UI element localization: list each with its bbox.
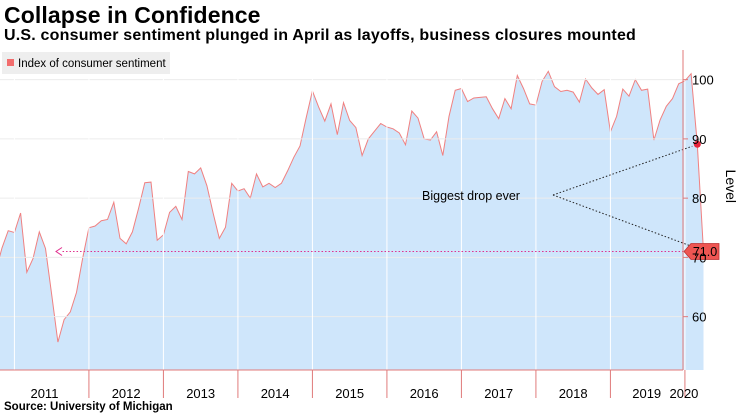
annotation-biggest-drop: Biggest drop ever (422, 189, 520, 203)
x-tick-label-2011: 2011 (30, 386, 58, 400)
x-tick-label-2012: 2012 (112, 386, 141, 400)
series-area (0, 71, 704, 370)
x-tick-label-2013: 2013 (186, 386, 215, 400)
y-tick-label-90: 90 (692, 132, 706, 147)
x-tick-label-2014: 2014 (261, 386, 290, 400)
grid-lines (0, 50, 686, 370)
annotations: Biggest drop ever 71.0 (55, 140, 720, 260)
y-tick-label-80: 80 (692, 191, 706, 206)
chart-subtitle: U.S. consumer sentiment plunged in April… (4, 27, 637, 44)
x-tick-label-2020: 2020 (669, 386, 698, 400)
x-tick-label-2015: 2015 (335, 386, 364, 400)
callout-line-upper (552, 145, 693, 196)
x-tick-label-2017: 2017 (484, 386, 513, 400)
legend-label: Index of consumer sentiment (18, 58, 166, 70)
x-tick-label-2019: 2019 (632, 386, 661, 400)
y-tick-label-60: 60 (692, 310, 706, 325)
axes: 60 70 80 90 100 Level 2011 2012 2013 2014 2015 2016… (0, 50, 739, 400)
last-value-arrow-head (55, 247, 63, 256)
x-tick-label-2018: 2018 (559, 386, 588, 400)
x-tick-label-2016: 2016 (410, 386, 439, 400)
legend-swatch (7, 59, 14, 66)
chart-title: Collapse in Confidence (4, 2, 261, 28)
last-value-box (683, 243, 720, 260)
legend-box (2, 52, 170, 74)
callout-line-lower (552, 194, 698, 249)
marker-prior-value (693, 140, 701, 148)
chart-canvas: Biggest drop ever 71.0 60 70 80 90 100 Level 201… (0, 50, 739, 400)
y-axis-label: Level (723, 170, 739, 203)
source-note: Source: University of Michigan (4, 401, 173, 413)
y-tick-label-100: 100 (692, 73, 714, 88)
y-tick-label-70: 70 (692, 250, 706, 265)
series-line (0, 70, 704, 343)
legend: Index of consumer sentiment (2, 52, 170, 74)
last-value-label: 71.0 (693, 245, 717, 259)
